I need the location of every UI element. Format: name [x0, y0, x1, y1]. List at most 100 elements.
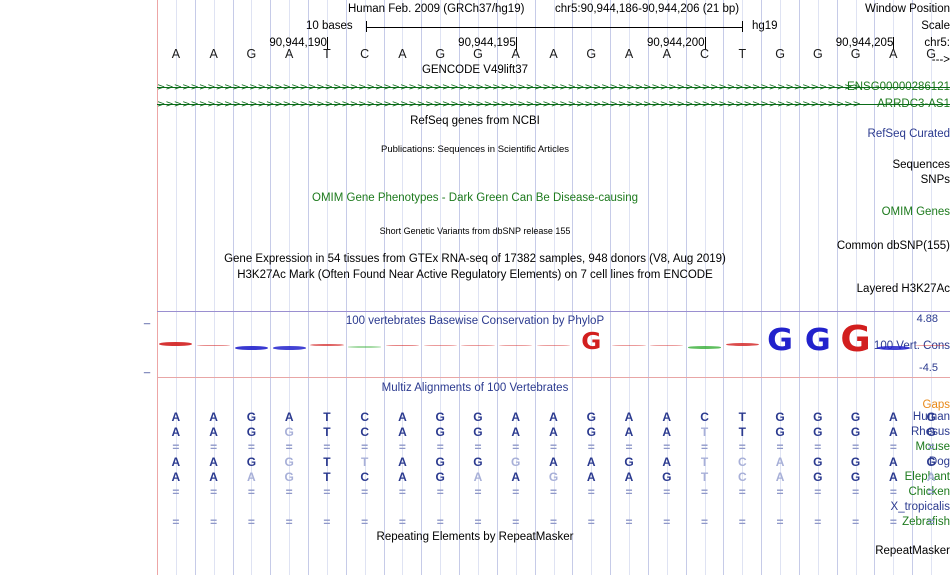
species-label-x_tropicalis[interactable]: X_tropicalis: [890, 501, 950, 513]
track-label-sequences[interactable]: Sequences: [892, 159, 950, 171]
alignment-base: G: [284, 425, 294, 439]
ruler-tick-label: 90,944,200: [646, 37, 705, 49]
alignment-base: G: [662, 470, 672, 484]
alignment-base: =: [814, 515, 822, 529]
conservation-letter: G: [767, 322, 793, 358]
ruler-tick-label: 90,944,195: [458, 37, 516, 49]
alignment-base: =: [247, 515, 255, 529]
alignment-base: =: [927, 515, 935, 529]
alignment-base: =: [512, 440, 520, 454]
alignment-base: =: [210, 515, 218, 529]
alignment-base: A: [171, 425, 181, 439]
refseq-banner: RefSeq genes from NCBI: [410, 115, 540, 127]
reference-base: T: [738, 47, 747, 61]
ruler-tick-mark: [893, 37, 895, 50]
alignment-base: A: [775, 455, 785, 469]
alignment-base: G: [435, 455, 445, 469]
alignment-base: G: [926, 425, 936, 439]
alignment-base: =: [361, 515, 369, 529]
alignment-row: [0, 500, 950, 515]
alignment-base: T: [700, 425, 709, 439]
alignment-base: =: [852, 515, 860, 529]
chrom-label: chr5:: [924, 37, 950, 49]
alignment-base: =: [701, 515, 709, 529]
conservation-axis-min-dash: _: [144, 362, 151, 374]
alignment-base: A: [171, 410, 181, 424]
alignment-base: A: [624, 470, 634, 484]
track-label-refseq[interactable]: RefSeq Curated: [867, 128, 950, 140]
multiz-banner: Multiz Alignments of 100 Vertebrates: [381, 382, 569, 394]
species-label-dog[interactable]: Dog: [928, 456, 950, 468]
alignment-base: A: [624, 410, 634, 424]
alignment-base: =: [512, 515, 520, 529]
assembly-title: Human Feb. 2009 (GRCh37/hg19): [348, 3, 525, 15]
conservation-letter: G: [840, 318, 871, 360]
alignment-base: T: [323, 410, 331, 424]
alignment-base: =: [587, 485, 595, 499]
alignment-base: =: [247, 485, 255, 499]
alignment-base: A: [889, 425, 898, 439]
conservation-bar: [234, 346, 268, 351]
alignment-base: G: [926, 455, 936, 469]
alignment-base: G: [813, 470, 823, 484]
species-label-chicken[interactable]: Chicken: [908, 486, 950, 498]
ruler-tick-mark: [326, 37, 328, 50]
reference-base: C: [360, 47, 370, 61]
track-label-dbsnp[interactable]: Common dbSNP(155): [836, 240, 950, 252]
track-label-omim[interactable]: OMIM Genes: [881, 206, 950, 218]
track-label-h3k27ac[interactable]: Layered H3K27Ac: [856, 283, 950, 295]
alignment-base: G: [435, 425, 445, 439]
conservation-bar: [310, 343, 344, 347]
conservation-bar: [650, 344, 684, 347]
ruler-tick-label: 90,944,205: [835, 37, 894, 49]
alignment-base: A: [171, 470, 181, 484]
strand-label: --->: [931, 54, 950, 66]
species-label-human[interactable]: Human: [912, 411, 950, 423]
species-label-elephant[interactable]: Elephant: [904, 471, 950, 483]
alignment-base: =: [927, 440, 935, 454]
conservation-axis-max-dash: _: [144, 313, 151, 325]
alignment-base: =: [436, 485, 444, 499]
repeatmasker-banner: Repeating Elements by RepeatMasker: [376, 531, 574, 543]
alignment-base: =: [776, 440, 784, 454]
alignment-base: =: [210, 440, 218, 454]
conservation-banner: 100 vertebrates Basewise Conservation by…: [345, 315, 605, 327]
conservation-bar: [725, 343, 759, 347]
alignment-base: =: [663, 515, 671, 529]
alignment-base: =: [663, 485, 671, 499]
species-label-mouse[interactable]: Mouse: [915, 441, 950, 453]
alignment-base: G: [850, 410, 861, 424]
track-label-repeatmasker[interactable]: RepeatMasker: [875, 545, 950, 557]
alignment-base: G: [775, 425, 785, 439]
conservation-bar: [499, 344, 533, 347]
alignment-base: G: [246, 425, 257, 439]
conservation-bar: [687, 346, 722, 349]
reference-base: A: [624, 47, 634, 61]
alignment-base: G: [813, 410, 823, 424]
alignment-base: =: [323, 515, 331, 529]
alignment-base: =: [398, 485, 406, 499]
alignment-base: =: [172, 485, 180, 499]
alignment-base: A: [549, 455, 558, 469]
conservation-letter: G: [804, 322, 831, 358]
alignment-base: A: [398, 470, 407, 484]
alignment-base: =: [285, 515, 293, 529]
species-label-rhesus[interactable]: Rhesus: [911, 426, 950, 438]
alignment-base: G: [813, 425, 823, 439]
species-label-zebrafish[interactable]: Zebrafish: [902, 516, 950, 528]
alignment-base: =: [701, 485, 709, 499]
alignment-base: =: [474, 440, 482, 454]
conservation-axis-min: -4.5: [919, 362, 938, 374]
alignment-base: =: [701, 440, 709, 454]
gaps-label[interactable]: Gaps: [922, 399, 950, 411]
alignment-base: =: [738, 515, 746, 529]
alignment-base: G: [850, 455, 861, 469]
track-label-snps[interactable]: SNPs: [920, 174, 950, 186]
gencode-banner: GENCODE V49lift37: [421, 64, 529, 76]
alignment-base: G: [586, 410, 596, 424]
conservation-bottom-border: [157, 377, 950, 378]
alignment-base: T: [323, 425, 331, 439]
